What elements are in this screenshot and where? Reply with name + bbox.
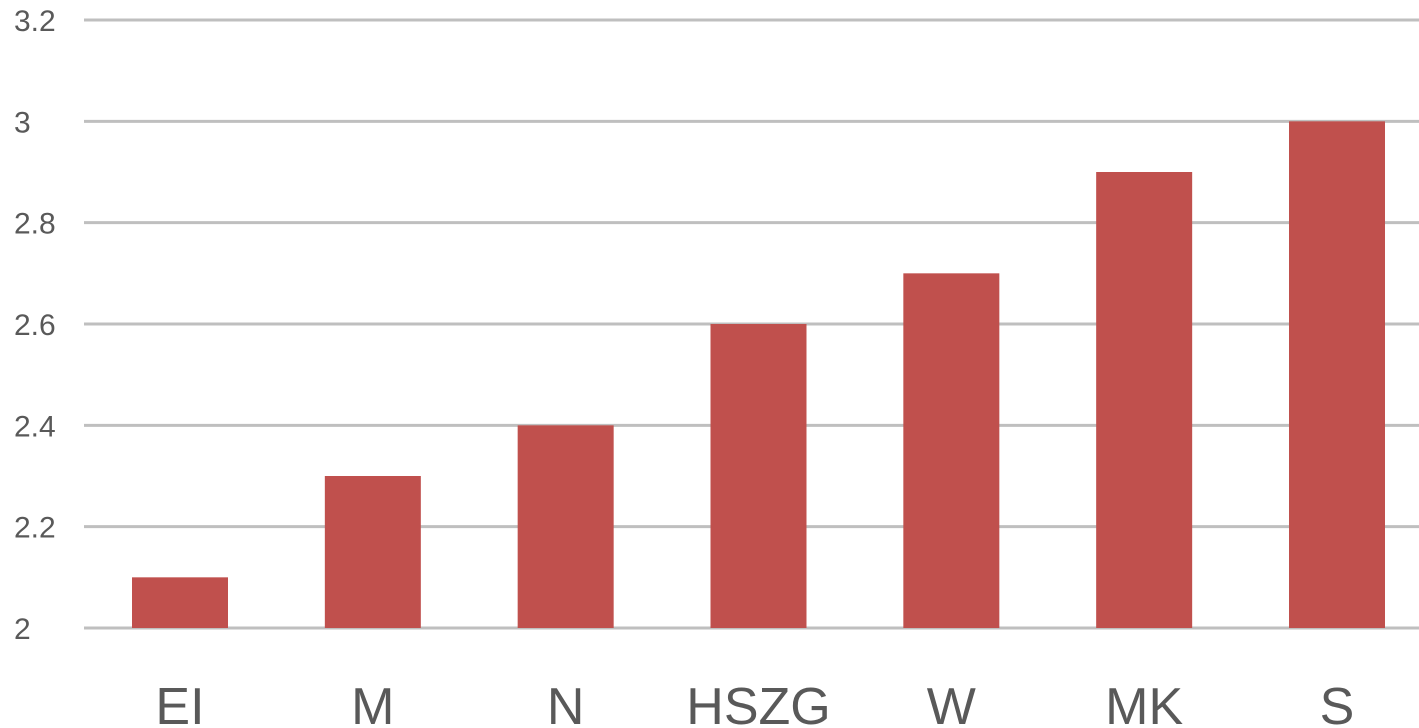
bar-mk (1096, 172, 1193, 628)
x-tick-label: HSZG (686, 678, 830, 728)
bar-n (517, 425, 614, 628)
bar-hszg (710, 324, 807, 628)
y-tick-label: 2.2 (14, 512, 56, 545)
y-tick-label: 2 (14, 613, 31, 646)
x-tick-label: N (547, 678, 585, 728)
x-tick-label: W (927, 678, 976, 728)
bar-m (324, 476, 421, 628)
x-tick-label: M (351, 678, 394, 728)
bar-w (903, 273, 1000, 628)
x-tick-label: S (1320, 678, 1355, 728)
x-tick-label: MK (1105, 678, 1183, 728)
bar-s (1289, 121, 1385, 628)
x-axis-tick-labels: EI M N HSZG W MK S (155, 678, 1354, 728)
bar-ei (132, 577, 228, 628)
y-axis-tick-labels: 2 2.2 2.4 2.6 2.8 3 3.2 (14, 5, 56, 646)
y-tick-label: 2.6 (14, 309, 56, 342)
bars (132, 121, 1385, 628)
y-tick-label: 3.2 (14, 5, 56, 38)
x-tick-label: EI (155, 678, 204, 728)
y-tick-label: 3 (14, 106, 31, 139)
y-tick-label: 2.8 (14, 208, 56, 241)
y-tick-label: 2.4 (14, 410, 56, 443)
